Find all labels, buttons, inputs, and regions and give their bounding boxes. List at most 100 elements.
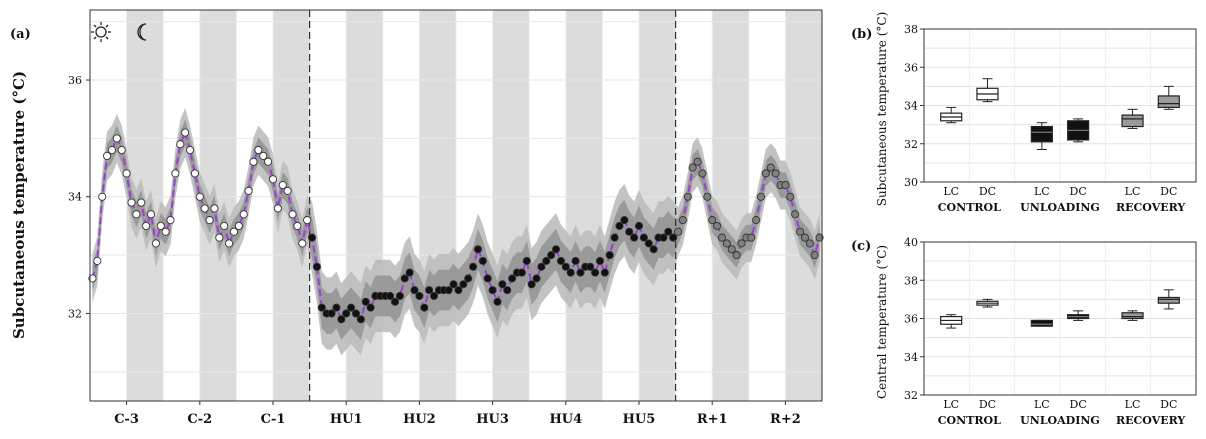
data-point <box>795 227 805 236</box>
data-point <box>405 268 414 277</box>
data-point <box>571 256 580 265</box>
panel-a-y-axis-label: Subcutaneous temperature (°C) <box>10 71 28 339</box>
data-point <box>717 233 727 242</box>
data-point <box>693 157 702 166</box>
box-control-dc <box>976 298 999 308</box>
box-recovery-lc <box>1121 310 1144 321</box>
data-point <box>708 216 717 225</box>
data-point <box>815 233 824 242</box>
data-point <box>176 140 185 149</box>
panel-c: (c) Central temperature (°C) LC DC LC DC LC D… <box>851 236 1197 427</box>
data-point <box>756 192 766 201</box>
data-point <box>508 274 517 283</box>
x-tick-label: HU1 <box>330 412 363 427</box>
data-point <box>639 233 648 242</box>
data-point <box>678 216 687 225</box>
data-point <box>483 274 492 283</box>
data-point <box>659 233 668 242</box>
data-point <box>161 227 170 236</box>
data-point <box>93 256 102 265</box>
data-point <box>766 163 775 172</box>
data-point <box>151 239 160 248</box>
panel-a-label: (a) <box>10 27 31 42</box>
night-band <box>419 10 456 401</box>
data-point <box>664 227 673 236</box>
data-point <box>356 315 365 324</box>
data-point <box>190 169 199 178</box>
y-tick-label: 36 <box>904 313 918 326</box>
data-point <box>727 245 736 254</box>
panel-b-y-axis-label: Subcutaneous temperature (°C) <box>875 12 889 207</box>
x-tick-label: R+2 <box>770 412 801 427</box>
data-point <box>166 216 175 225</box>
data-point <box>810 251 819 260</box>
data-point <box>293 221 302 230</box>
variability-bands <box>92 108 820 356</box>
panel-a-x-ticks: C-3 C-2 C-1 HU1 HU2 HU3 HU4 HU5 R+1 R+2 <box>114 401 801 427</box>
box-body <box>1030 319 1053 327</box>
subgroup-label: DC <box>979 398 996 411</box>
data-point <box>634 221 644 230</box>
data-point <box>200 204 209 213</box>
data-point <box>278 181 287 190</box>
subgroup-label: DC <box>979 185 996 198</box>
data-point <box>737 239 746 248</box>
data-point <box>122 169 131 178</box>
phase-dividers <box>309 10 677 401</box>
data-point <box>551 245 561 254</box>
box-control-dc <box>976 78 999 103</box>
x-tick-label: C-2 <box>187 412 212 427</box>
data-point <box>449 280 458 289</box>
data-point <box>498 280 507 289</box>
box-body <box>1157 95 1180 109</box>
data-point <box>517 268 526 277</box>
night-band <box>492 10 530 401</box>
x-tick-label: HU2 <box>403 412 436 427</box>
subgroup-label: LC <box>1125 185 1141 198</box>
box-body <box>1121 312 1144 320</box>
y-tick-label: 34 <box>904 100 918 113</box>
data-point <box>791 210 800 219</box>
panel-a: (a) 32 34 36 C-3 C-2 C-1 HU1 HU2 HU3 HU4 HU5 R+1 R+… <box>10 9 824 427</box>
subgroup-label: DC <box>1160 398 1177 411</box>
data-point <box>273 204 282 213</box>
panel-c-y-axis-label: Central temperature (°C) <box>875 245 889 399</box>
data-point <box>259 151 268 160</box>
data-point <box>127 198 136 207</box>
data-point <box>503 286 512 295</box>
data-point <box>527 280 536 289</box>
data-point <box>337 315 346 324</box>
data-point <box>698 169 707 178</box>
data-point <box>732 251 741 260</box>
data-point <box>390 297 400 306</box>
data-point <box>112 134 121 143</box>
data-point <box>669 233 678 242</box>
subgroup-label: DC <box>1160 185 1177 198</box>
data-point <box>249 157 258 166</box>
data-point <box>181 128 190 137</box>
data-point <box>117 146 126 155</box>
panel-b-label: (b) <box>851 27 872 42</box>
moon-icon <box>137 23 147 41</box>
data-point <box>673 227 683 236</box>
data-point <box>264 157 273 166</box>
data-point <box>171 169 180 178</box>
data-point <box>347 303 356 312</box>
data-point <box>225 239 234 248</box>
data-point <box>547 251 556 260</box>
data-point <box>537 262 546 271</box>
data-point <box>400 274 409 283</box>
data-point <box>229 227 239 236</box>
subgroup-label: DC <box>1070 185 1087 198</box>
panel-a-frame <box>89 9 823 402</box>
data-point <box>361 297 370 306</box>
data-point <box>600 268 609 277</box>
y-tick-label: 36 <box>68 74 82 87</box>
data-point <box>556 256 565 265</box>
subgroup-label: LC <box>943 185 959 198</box>
data-point <box>615 221 624 230</box>
data-point <box>215 233 224 242</box>
data-point <box>488 286 497 295</box>
box-recovery-dc <box>1157 85 1180 110</box>
